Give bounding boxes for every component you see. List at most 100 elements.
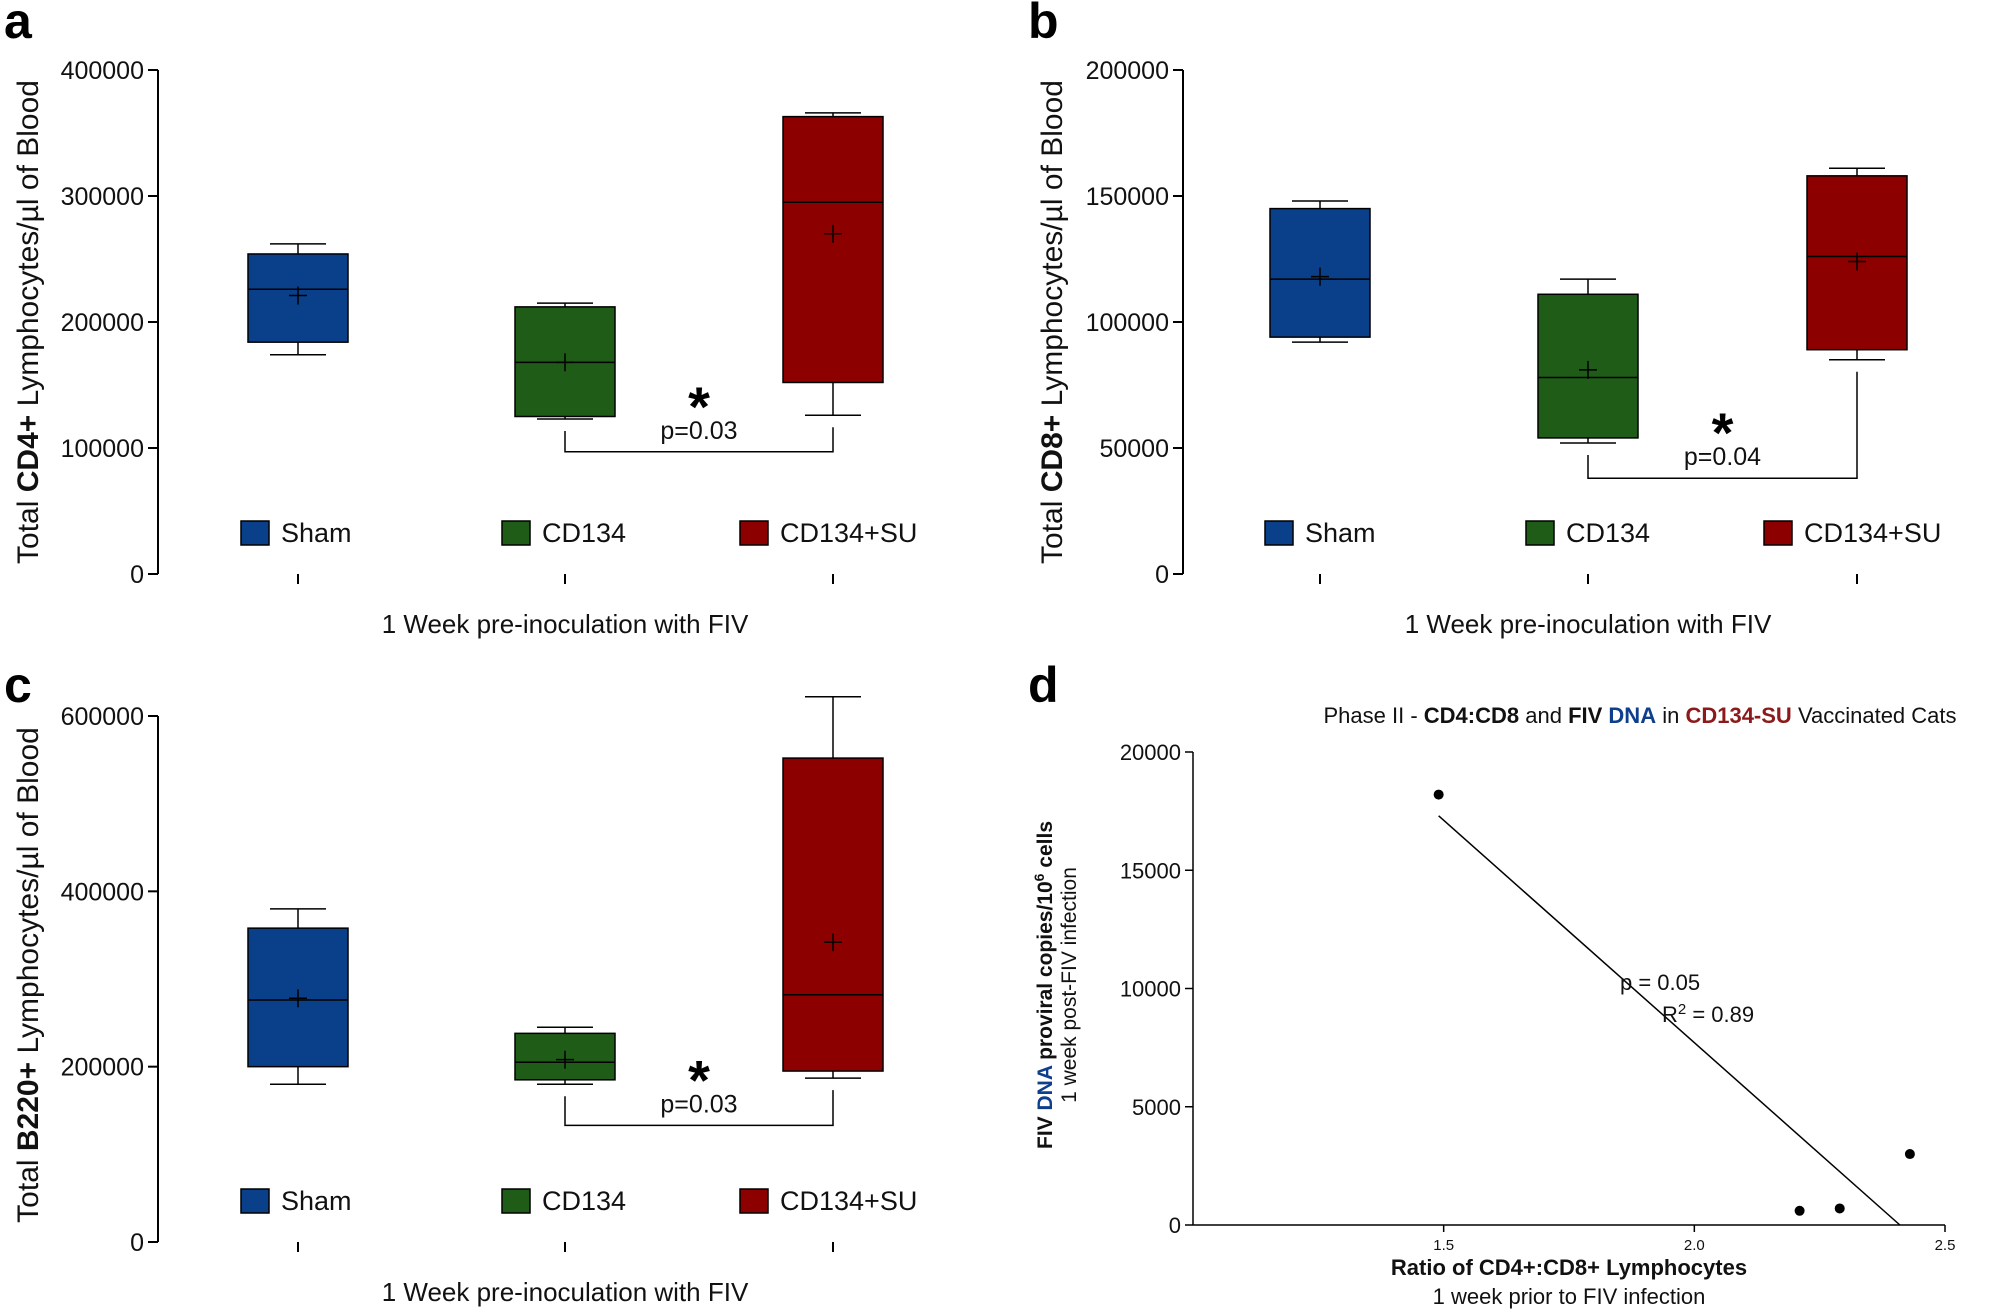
panel-c-letter: c (4, 657, 32, 713)
box-sham (1269, 200, 1371, 343)
title-part: CD4:CD8 (1424, 703, 1519, 728)
panel-d-y-axis: 0 5000 10000 15000 20000 (1120, 740, 1194, 1238)
title-part: FIV (1568, 703, 1603, 728)
panel-a-legend: Sham CD134 CD134+SU (240, 518, 917, 548)
data-point (1904, 1149, 1915, 1160)
y-tick-label: 5000 (1132, 1095, 1181, 1120)
panel-c-y-axis: 0 200000 400000 600000 (61, 703, 834, 1257)
x-axis-title-line1: Ratio of CD4+:CD8+ Lymphocytes (1391, 1255, 1747, 1280)
y-title-prefix: Total (12, 492, 45, 564)
panel-a-significance: p=0.03* (564, 375, 834, 453)
y-tick-label: 200000 (61, 1054, 144, 1082)
y-tick-label: 20000 (1120, 740, 1181, 765)
r2-base: R (1662, 1002, 1678, 1027)
y-axis-title-line2: 1 week post-FIV infection (1058, 867, 1081, 1103)
panel-d-points (1433, 789, 1915, 1216)
y-tick-label: 0 (1155, 561, 1169, 589)
panel-d-title: Phase II - CD4:CD8 and FIV DNA in CD134-… (1323, 703, 1956, 728)
box-cd134 (1537, 278, 1639, 444)
data-point (1794, 1205, 1805, 1216)
panel-c-legend: Sham CD134 CD134+SU (240, 1186, 917, 1216)
panel-a-y-axis: 0 100000 200000 300000 400000 (61, 57, 834, 589)
title-part: and (1519, 703, 1568, 728)
r2-sup: 2 (1678, 1001, 1686, 1018)
y-title-sup: 6 (1031, 873, 1047, 881)
y-tick-label: 50000 (1099, 435, 1169, 463)
regression-line (1438, 815, 1901, 1226)
y-title-suffix: Lymphocytes/µl of Blood (12, 80, 45, 415)
legend-label: CD134+SU (780, 518, 917, 548)
panel-b-y-axis: 0 50000 100000 150000 200000 (1086, 57, 1858, 589)
significance-bracket (1587, 371, 1858, 479)
box-sham (247, 908, 349, 1085)
legend-label: CD134+SU (1804, 518, 1941, 548)
legend-swatch (739, 520, 769, 546)
y-title-suffix: Lymphocytes/µl of Blood (1036, 80, 1069, 415)
box-cd134 (514, 302, 616, 420)
box-iqr (514, 1032, 616, 1081)
y-title-prefix: Total (12, 1151, 45, 1223)
legend-swatch (1525, 520, 1555, 546)
y-title-end: cells (1034, 821, 1057, 874)
y-tick-label: 150000 (1086, 183, 1169, 211)
panel-d-letter: d (1028, 657, 1059, 713)
y-tick-label: 0 (1169, 1213, 1181, 1238)
panel-d-fit-line (1438, 815, 1901, 1226)
p-value-annotation: p = 0.05 (1620, 970, 1700, 995)
box-cd134-plus-su (1806, 167, 1908, 361)
y-tick-label: 300000 (61, 183, 144, 211)
panel-b-legend: Sham CD134 CD134+SU (1264, 518, 1941, 548)
p-value-label: p=0.03 (660, 1090, 737, 1118)
panel-c-box-plot: c 0 200000 400000 600000 p=0.03* Sham CD134 C… (4, 657, 917, 1307)
p-value-label: p=0.03 (660, 417, 737, 445)
significance-bracket (564, 1090, 834, 1127)
box-cd134 (514, 1026, 616, 1085)
panel-c-y-axis-title: Total B220+ Lymphocytes/µl of Blood (12, 727, 45, 1223)
significance-star: * (688, 375, 710, 438)
y-tick-label: 10000 (1120, 977, 1181, 1002)
y-tick-label: 600000 (61, 703, 144, 731)
y-tick-label: 0 (130, 561, 144, 589)
legend-label: CD134+SU (780, 1186, 917, 1216)
legend-label: CD134 (1566, 518, 1650, 548)
r-squared-annotation: R2 = 0.89 (1662, 1001, 1754, 1028)
box-sham (247, 243, 349, 356)
y-tick-label: 100000 (61, 435, 144, 463)
panel-d-x-axis: 1.5 2.0 2.5 (1193, 1224, 1955, 1254)
title-part: Vaccinated Cats (1792, 703, 1957, 728)
panel-a-y-axis-title: Total CD4+ Lymphocytes/µl of Blood (12, 80, 45, 564)
box-cd134-plus-su (782, 695, 884, 1079)
p-value-label: p=0.04 (1684, 443, 1761, 471)
panel-b-significance: p=0.04* (1587, 371, 1858, 479)
y-tick-label: 200000 (61, 309, 144, 337)
panel-d-scatter-plot: d Phase II - CD4:CD8 and FIV DNA in CD13… (1028, 657, 1957, 1309)
legend-swatch (501, 1188, 531, 1214)
y-title-bold: B220+ (12, 1062, 45, 1151)
significance-star: * (688, 1048, 710, 1111)
y-axis-title-line1: FIV DNA proviral copies/106 cells (1031, 821, 1057, 1149)
y-tick-label: 0 (130, 1229, 144, 1257)
y-title-bold: CD4+ (12, 415, 45, 493)
title-part: CD134-SU (1685, 703, 1791, 728)
panel-a-box-plot: a 0 100000 200000 300000 400000 p=0.03* Sham… (4, 0, 917, 639)
x-tick-label: 1.5 (1433, 1237, 1454, 1254)
y-title-dna: DNA (1034, 1065, 1057, 1110)
y-tick-label: 400000 (61, 57, 144, 85)
title-part: Phase II - (1323, 703, 1423, 728)
box-iqr (782, 115, 884, 384)
y-title-bold: CD8+ (1036, 415, 1069, 493)
y-tick-label: 200000 (1086, 57, 1169, 85)
y-tick-label: 15000 (1120, 858, 1181, 883)
significance-star: * (1712, 401, 1734, 464)
box-iqr (782, 757, 884, 1072)
title-part: DNA (1608, 703, 1656, 728)
panel-a-x-axis-title: 1 Week pre-inoculation with FIV (382, 609, 749, 639)
significance-bracket (564, 427, 834, 453)
y-title-rest: proviral copies/10 (1034, 881, 1057, 1065)
legend-swatch (739, 1188, 769, 1214)
x-axis-title-line2: 1 week prior to FIV infection (1433, 1284, 1706, 1309)
panel-b-letter: b (1028, 0, 1059, 49)
legend-swatch (240, 520, 270, 546)
